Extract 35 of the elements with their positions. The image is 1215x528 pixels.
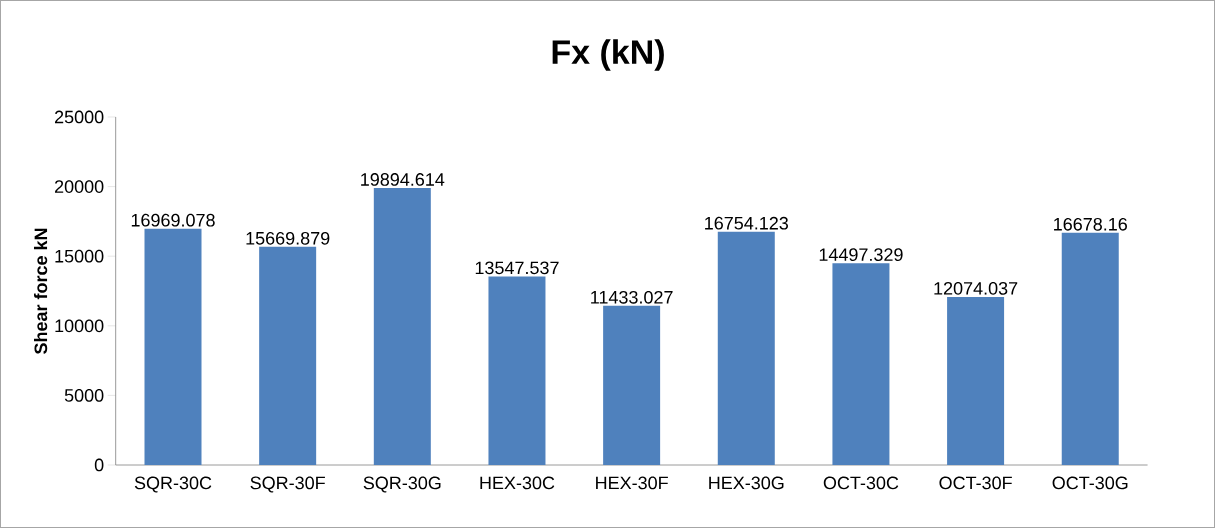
bar — [144, 228, 202, 465]
data-label: 16678.16 — [1054, 217, 1127, 231]
y-axis-title: Shear force kN — [34, 228, 48, 355]
data-label: 19894.614 — [361, 173, 445, 186]
x-tick-label: OCT-30C — [823, 476, 899, 490]
x-tick-label: OCT-30F — [939, 476, 1012, 490]
data-label: 15669.879 — [246, 231, 330, 245]
bar — [947, 296, 1005, 465]
bar — [259, 246, 317, 465]
chart-title: Fx (kN) — [552, 39, 664, 71]
bar — [603, 305, 661, 465]
bar — [832, 263, 890, 465]
bar — [1061, 232, 1119, 465]
x-tick-label: SQR-30F — [250, 476, 325, 493]
data-label: 13547.537 — [475, 261, 559, 275]
bar — [488, 276, 546, 465]
x-tick-label: HEX-30G — [709, 476, 784, 490]
y-tick-label: 20000 — [55, 180, 104, 193]
data-label: 11433.027 — [591, 290, 673, 304]
x-tick-label: SQR-30C — [134, 476, 212, 493]
y-tick-label: 5000 — [64, 389, 104, 402]
x-tick-label: OCT-30G — [1052, 476, 1128, 490]
y-tick-label: 0 — [94, 458, 104, 472]
x-tick-label: SQR-30G — [363, 476, 441, 493]
y-tick-label: 15000 — [55, 249, 104, 263]
data-label: 16969.078 — [131, 213, 215, 227]
bar — [373, 188, 431, 465]
x-tick-label: HEX-30C — [480, 476, 555, 490]
data-label: 16754.123 — [705, 216, 789, 230]
y-tick-label: 10000 — [55, 319, 104, 333]
y-tick-label: 25000 — [55, 110, 104, 124]
data-label: 12074.037 — [934, 281, 1018, 295]
x-tick-label: HEX-30F — [596, 476, 668, 490]
data-label: 14497.329 — [819, 248, 903, 261]
bar — [717, 231, 775, 465]
